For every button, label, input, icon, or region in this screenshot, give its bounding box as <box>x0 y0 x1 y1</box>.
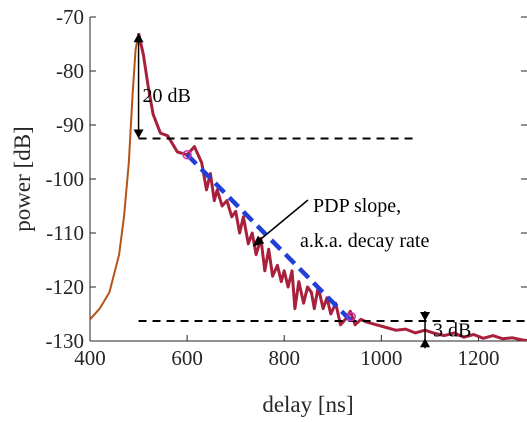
arrow-head <box>420 338 431 348</box>
arrow-head <box>133 129 144 139</box>
y-tick-label: -70 <box>56 5 84 29</box>
x-tick-label: 800 <box>268 346 300 370</box>
y-tick-label: -90 <box>56 113 84 137</box>
arrow-head <box>133 33 144 43</box>
pdp-slope-arrow <box>256 199 309 244</box>
y-tick-label: -120 <box>46 275 85 299</box>
fit-endpoint-marker <box>182 149 192 160</box>
annotations: 20 dB 3 dB PDP slope, a.k.a. decay rate <box>133 33 471 349</box>
x-tick-label: 400 <box>74 346 106 370</box>
three-db-label: 3 dB <box>433 320 471 342</box>
y-tick-label: -100 <box>46 167 85 191</box>
series-pdp-line <box>137 32 527 341</box>
x-tick-label: 600 <box>171 346 203 370</box>
twenty-db-label: 20 dB <box>143 85 191 107</box>
y-tick-label: -110 <box>46 221 84 245</box>
y-tick-label: -80 <box>56 59 84 83</box>
x-tick-label: 1200 <box>457 346 499 370</box>
x-axis-title: delay [ns] <box>262 392 353 417</box>
pdp-slope-label-line2: a.k.a. decay rate <box>300 230 429 252</box>
series-rise-line <box>90 33 140 321</box>
fit-endpoint-marker <box>346 311 356 322</box>
arrow-head <box>420 312 431 322</box>
x-tick-label: 1000 <box>360 346 402 370</box>
arrow-head <box>252 235 265 247</box>
y-axis-title: power [dB] <box>10 126 35 231</box>
y-tick-label: -130 <box>46 329 85 353</box>
pdp-slope-label-line1: PDP slope, <box>313 195 401 217</box>
plot-area <box>90 32 527 341</box>
